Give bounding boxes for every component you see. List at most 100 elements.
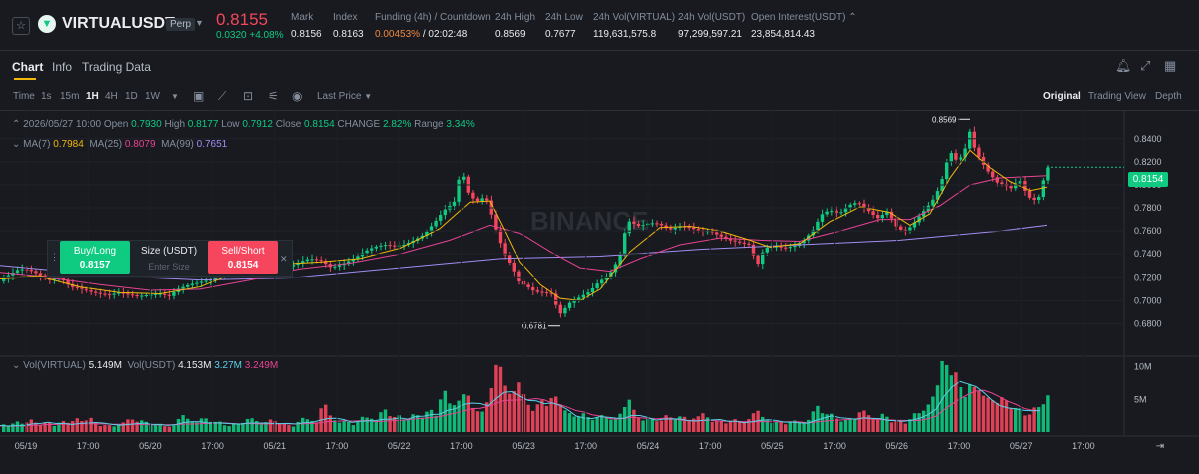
oi-dropdown-icon[interactable]: ⌃ [848, 12, 857, 23]
buy-long-price: 0.8157 [79, 260, 111, 271]
time-tick-label: 05/27 [1010, 441, 1033, 451]
volume-bar [577, 416, 581, 432]
candle-body [190, 283, 194, 285]
drag-handle-icon[interactable]: ⋮ [50, 252, 59, 262]
volume-bar [255, 421, 259, 432]
candle-body [885, 211, 889, 216]
volume-bar [567, 413, 572, 432]
volume-bar [991, 400, 995, 432]
volume-bar [738, 421, 742, 432]
bell-icon[interactable]: 🔔︎ [1115, 58, 1132, 73]
candle-body [517, 271, 521, 281]
calendar-icon[interactable]: ▣ [193, 89, 205, 103]
favorite-star-icon[interactable]: ☆ [12, 17, 30, 35]
volume-bar [485, 402, 489, 432]
candle-body [535, 290, 539, 292]
vol-collapse-icon[interactable]: ⌄ [12, 360, 21, 371]
view-depth[interactable]: Depth [1155, 91, 1182, 102]
candle-body [862, 203, 866, 208]
interval-1h[interactable]: 1H [86, 91, 99, 102]
candle-body [213, 276, 217, 280]
grid-layout-icon[interactable]: ▦ [1164, 58, 1177, 73]
tab-trading-data[interactable]: Trading Data [82, 60, 151, 74]
tab-chart[interactable]: Chart [12, 60, 44, 74]
candle-body [1014, 183, 1018, 189]
volume-bar [784, 424, 788, 432]
volume-bar [71, 421, 75, 432]
time-axis-reset-icon[interactable]: ⇥ [1156, 441, 1164, 452]
volume-bar [80, 421, 84, 432]
candle-body [186, 284, 190, 287]
volume-bar [66, 422, 70, 432]
interval-4h[interactable]: 4H [105, 91, 118, 102]
volume-bar [2, 424, 6, 432]
candle-body [337, 265, 342, 267]
ma-collapse-icon[interactable]: ⌄ [12, 139, 21, 150]
target-icon[interactable]: ◉ [292, 89, 303, 103]
candle-body [172, 291, 176, 296]
volume-bar [153, 424, 158, 432]
size-input[interactable]: Enter Size [148, 262, 190, 272]
volume-bar [692, 418, 696, 432]
volume-bar [328, 415, 332, 432]
volume-bar [949, 375, 953, 432]
volume-bar [144, 421, 148, 432]
view-original[interactable]: Original [1043, 91, 1081, 102]
candle-body [498, 229, 503, 244]
tab-info[interactable]: Info [52, 60, 73, 74]
volume-bar [788, 422, 792, 432]
volume-bar [186, 418, 190, 432]
candle-body [475, 198, 480, 202]
funding-countdown: / 02:02:48 [422, 29, 468, 40]
sell-short-button[interactable]: Sell/Short 0.8154 [208, 241, 278, 274]
symbol-dropdown-icon[interactable]: ▼ [195, 18, 204, 28]
candle-body [153, 293, 158, 295]
candle-body [765, 247, 769, 253]
candle-body [1018, 181, 1022, 184]
stat-funding-value: 0.00453% / 02:02:48 [375, 29, 467, 40]
volume-bar [1023, 415, 1027, 432]
settings-sliders-icon[interactable]: ⚟ [268, 89, 279, 103]
time-tick-label: 17:00 [948, 441, 971, 451]
time-label[interactable]: Time [13, 91, 35, 102]
symbol-name[interactable]: VIRTUALUSDT [62, 15, 175, 32]
volume-bar [797, 422, 802, 432]
volume-bar [103, 425, 107, 432]
candle-body [774, 246, 779, 248]
candle-body [370, 248, 374, 251]
open-value: 0.7930 [131, 119, 162, 130]
interval-1w[interactable]: 1W [145, 91, 160, 102]
volume-bar [333, 420, 337, 432]
view-trading-view[interactable]: Trading View [1088, 91, 1146, 102]
candle-body [558, 304, 562, 314]
candle-body [494, 214, 498, 230]
funding-rate: 0.00453% [375, 29, 421, 40]
buy-long-button[interactable]: Buy/Long 0.8157 [60, 241, 130, 274]
ohlc-collapse-icon[interactable]: ⌃ [12, 119, 21, 130]
price-type-select[interactable]: Last Price ▼ [317, 91, 372, 102]
interval-15m[interactable]: 15m [60, 91, 80, 102]
close-widget-icon[interactable]: ✕ [280, 254, 288, 264]
volume-bar [130, 419, 135, 432]
candle-body [756, 255, 760, 265]
volume-bar [117, 424, 121, 432]
interval-1s[interactable]: 1s [41, 91, 52, 102]
candle-body [761, 252, 765, 265]
volume-bar [301, 417, 305, 432]
high-value: 0.8177 [187, 119, 219, 130]
interval-dropdown-icon[interactable]: ▼ [171, 92, 179, 101]
volume-bar [245, 418, 250, 432]
candle-body [107, 294, 112, 296]
indicator-icon[interactable]: ⟋ [218, 89, 227, 103]
expand-icon[interactable]: ⤢ [1140, 58, 1151, 73]
volume-bar [774, 421, 779, 432]
interval-1d[interactable]: 1D [125, 91, 138, 102]
compare-icon[interactable]: ⊡ [243, 89, 254, 103]
candle-body [89, 290, 93, 292]
stat-oi-value: 23,854,814.43 [751, 29, 815, 40]
volume-bar [549, 397, 553, 432]
ma-info: ⌄ MA(7) 0.7984 MA(25) 0.8079 MA(99) 0.76… [12, 139, 227, 150]
candle-body [443, 209, 447, 216]
time-tick-label: 17:00 [77, 441, 100, 451]
